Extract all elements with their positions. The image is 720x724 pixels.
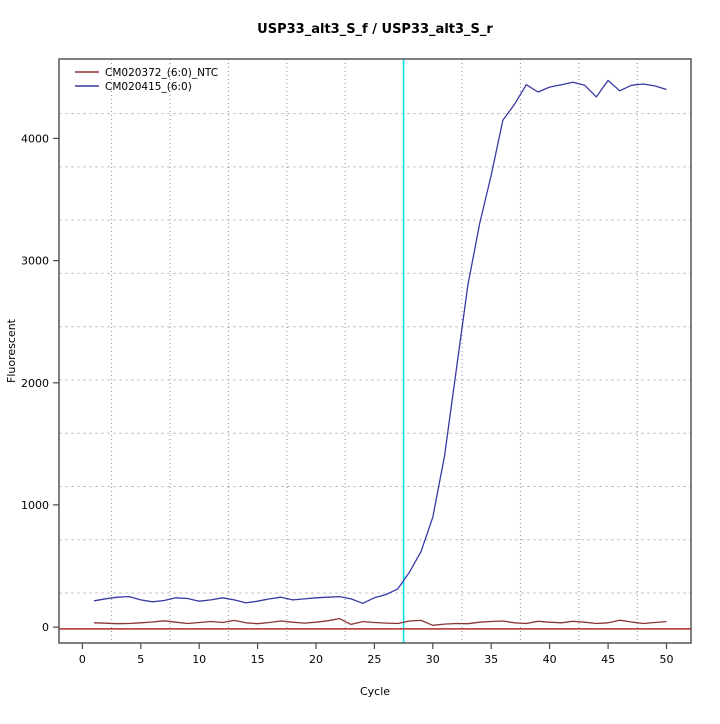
x-tick-label: 15 (251, 653, 265, 666)
x-axis-title: Cycle (360, 685, 390, 698)
x-tick-label: 40 (543, 653, 557, 666)
x-tick-label: 10 (192, 653, 206, 666)
legend: CM020372_(6:0)_NTC CM020415_(6:0) (75, 67, 218, 93)
y-tick-label: 0 (42, 621, 49, 634)
x-tick-label: 30 (426, 653, 440, 666)
chart-title: USP33_alt3_S_f / USP33_alt3_S_r (257, 22, 493, 37)
y-tick-label: 2000 (21, 377, 49, 390)
x-tick-label: 50 (660, 653, 674, 666)
y-axis-title: Fluorescent (5, 318, 18, 383)
y-tick-label: 4000 (21, 132, 49, 145)
series-lines (93, 79, 667, 626)
x-tick-label: 35 (484, 653, 498, 666)
series-line-1 (93, 79, 667, 604)
x-tick-label: 45 (601, 653, 615, 666)
plot-border (58, 58, 692, 644)
legend-label-sample: CM020415_(6:0) (105, 81, 192, 93)
y-tick-label: 3000 (21, 255, 49, 268)
horizontal-gridlines (59, 113, 691, 594)
plot-box (58, 58, 692, 644)
legend-label-ntc: CM020372_(6:0)_NTC (105, 67, 218, 79)
x-tick-label: 25 (367, 653, 381, 666)
axis-ticks-and-labels: 0 5 10 15 20 25 30 35 40 45 50 0 1000 2000 3000 4000 (21, 132, 674, 666)
y-tick-label: 1000 (21, 499, 49, 512)
x-tick-label: 20 (309, 653, 323, 666)
x-tick-label: 5 (137, 653, 144, 666)
vertical-gridlines (111, 59, 638, 643)
series-line-0 (93, 617, 667, 626)
x-tick-label: 0 (79, 653, 86, 666)
